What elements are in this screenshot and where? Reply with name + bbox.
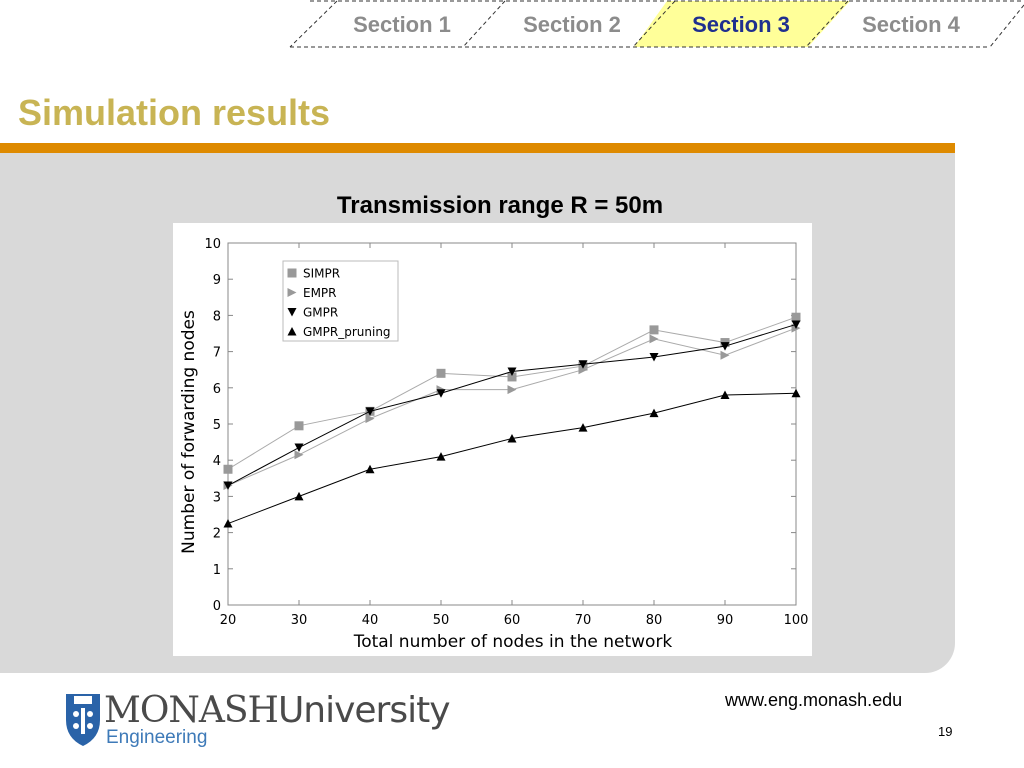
legend-label: GMPR <box>303 306 338 320</box>
legend-marker <box>287 327 297 336</box>
y-tick-label: 2 <box>213 527 221 542</box>
data-point <box>720 390 730 400</box>
data-point <box>294 491 304 501</box>
data-point <box>436 452 446 461</box>
x-tick-label: 30 <box>291 613 308 628</box>
tab-section-2[interactable]: Section 2 <box>523 12 621 37</box>
data-point <box>649 334 659 344</box>
brand-faculty: Engineering <box>106 727 208 748</box>
y-tick-label: 4 <box>213 454 221 469</box>
brand-name-suffix: University <box>277 690 451 731</box>
data-point <box>507 385 517 395</box>
data-point <box>507 367 517 377</box>
x-tick-label: 40 <box>362 613 379 628</box>
y-tick-label: 9 <box>213 273 221 288</box>
y-tick-label: 8 <box>213 309 221 324</box>
footer-url[interactable]: www.eng.monash.edu <box>725 690 903 710</box>
data-point <box>436 389 446 398</box>
data-point <box>578 365 588 375</box>
chart-legend: SIMPR EMPR GMPR GMPR_pruning <box>282 260 399 342</box>
chart-area: 0 1 2 3 4 5 6 7 8 9 10 20 30 40 50 60 70 80 90 100 SIMPR EMP… <box>173 223 812 656</box>
y-tick-label: 10 <box>204 237 221 252</box>
brand-name: MONASHUniversity <box>104 690 451 731</box>
x-tick-label: 20 <box>220 613 237 628</box>
data-point <box>294 421 304 431</box>
data-point <box>649 325 659 335</box>
data-point <box>791 388 801 398</box>
title-rule <box>0 143 955 153</box>
data-point <box>294 443 304 453</box>
tab-section-4[interactable]: Section 4 <box>862 12 960 37</box>
y-axis-label: Number of forwarding nodes <box>179 310 199 554</box>
x-tick-label: 70 <box>575 613 592 628</box>
x-tick-label: 60 <box>504 613 521 628</box>
legend-label: GMPR_pruning <box>303 325 391 339</box>
legend-label: EMPR <box>303 286 337 300</box>
data-point <box>507 372 517 382</box>
data-point <box>365 407 375 416</box>
data-point <box>578 360 588 369</box>
legend-marker <box>287 308 297 317</box>
data-point <box>365 414 375 424</box>
slide-title: Simulation results <box>18 92 331 133</box>
legend-box <box>282 260 399 342</box>
y-tick-label: 1 <box>213 563 221 578</box>
data-point <box>223 464 233 474</box>
tab-section-3[interactable]: Section 3 <box>692 12 790 37</box>
x-tick-label: 100 <box>784 613 809 628</box>
data-point <box>223 481 233 491</box>
chart-series <box>223 312 801 528</box>
x-tick-label: 90 <box>717 613 734 628</box>
monash-crest-icon <box>66 694 100 746</box>
tab-section-1[interactable]: Section 1 <box>353 12 451 37</box>
data-point <box>791 320 801 329</box>
legend-marker <box>287 268 297 278</box>
data-point <box>294 450 304 460</box>
data-point <box>507 433 517 443</box>
chart-ticks: 0 1 2 3 4 5 6 7 8 9 10 20 30 40 50 60 70 80 90 100 <box>204 237 808 628</box>
y-tick-label: 5 <box>213 418 221 433</box>
brand-name-main: MONASH <box>104 690 279 731</box>
data-point <box>578 423 588 432</box>
section-nav-outline <box>289 0 1024 48</box>
y-tick-label: 6 <box>213 382 221 397</box>
chart-heading: Transmission range R = 50m <box>336 192 664 219</box>
x-tick-label: 50 <box>433 613 450 628</box>
y-tick-label: 7 <box>213 346 221 361</box>
y-tick-label: 3 <box>213 490 221 505</box>
line-chart: 0 1 2 3 4 5 6 7 8 9 10 20 30 40 50 60 70 80 90 100 SIMPR EMP… <box>179 237 808 652</box>
data-point <box>436 368 446 378</box>
data-point <box>720 350 730 360</box>
data-point <box>649 353 659 362</box>
series-gmpr-pruning <box>223 388 801 528</box>
section-nav: Section 1 Section 2 Section 3 Section 4 <box>0 0 1024 50</box>
x-axis-label: Total number of nodes in the network <box>353 632 673 652</box>
tab-active-highlight <box>634 1 850 47</box>
data-point <box>791 312 801 322</box>
series-gmpr <box>223 320 801 491</box>
legend-marker <box>287 288 297 297</box>
x-tick-label: 80 <box>646 613 663 628</box>
page-number: 19 <box>938 724 953 739</box>
data-point <box>649 408 659 418</box>
data-point <box>365 464 375 474</box>
legend-label: SIMPR <box>303 267 340 281</box>
y-tick-label: 0 <box>213 599 221 614</box>
data-point <box>720 342 730 351</box>
data-point <box>223 519 233 528</box>
